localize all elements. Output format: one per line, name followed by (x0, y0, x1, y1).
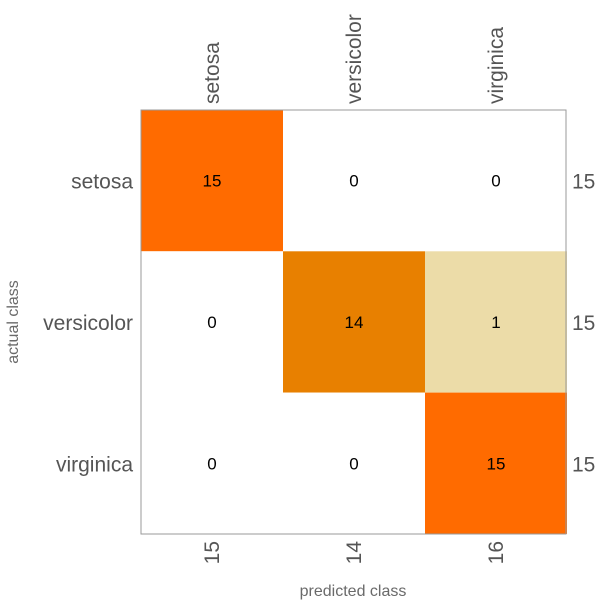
matrix-cell-setosa-virginica (425, 110, 567, 252)
cell-value-setosa-virginica: 0 (491, 172, 500, 191)
matrix-cell-versicolor-virginica (425, 251, 567, 393)
left-class-labels: setosa versicolor virginica (43, 171, 133, 477)
left-label-virginica: virginica (56, 453, 133, 476)
column-total-virginica: 16 (485, 541, 508, 564)
cell-value-versicolor-virginica: 1 (491, 313, 500, 332)
matrix-cell-virginica-versicolor (283, 392, 425, 534)
plot-frame (140, 109, 567, 535)
matrix-cell-versicolor-versicolor (283, 251, 425, 393)
column-total-setosa: 15 (201, 541, 224, 564)
row-total-labels: 15 15 15 (572, 171, 595, 477)
cell-value-virginica-versicolor: 0 (349, 454, 358, 473)
matrix-cell-versicolor-setosa (141, 251, 283, 393)
matrix-cells: 15 0 0 0 14 1 0 0 15 (141, 110, 567, 534)
cell-value-versicolor-versicolor: 14 (345, 313, 364, 332)
top-class-labels: setosa versicolor virginica (201, 14, 508, 104)
matrix-cell-virginica-virginica (425, 392, 567, 534)
column-total-labels: 15 14 16 (201, 541, 508, 565)
row-total-virginica: 15 (572, 453, 595, 476)
matrix-cell-setosa-setosa (141, 110, 283, 252)
top-label-versicolor: versicolor (343, 14, 366, 104)
y-axis-title: actual class (5, 280, 22, 364)
cell-value-virginica-virginica: 15 (487, 454, 506, 473)
top-label-setosa: setosa (201, 42, 224, 104)
left-label-versicolor: versicolor (43, 312, 133, 335)
row-total-setosa: 15 (572, 171, 595, 194)
left-label-setosa: setosa (71, 171, 133, 194)
column-total-versicolor: 14 (343, 541, 366, 565)
matrix-cell-virginica-setosa (141, 392, 283, 534)
cell-value-setosa-versicolor: 0 (349, 172, 358, 191)
cell-value-versicolor-setosa: 0 (207, 313, 216, 332)
cell-value-setosa-setosa: 15 (203, 172, 222, 191)
top-label-virginica: virginica (485, 27, 508, 104)
matrix-cell-setosa-versicolor (283, 110, 425, 252)
cell-value-virginica-setosa: 0 (207, 454, 216, 473)
x-axis-title: predicted class (300, 583, 407, 600)
row-total-versicolor: 15 (572, 312, 595, 335)
